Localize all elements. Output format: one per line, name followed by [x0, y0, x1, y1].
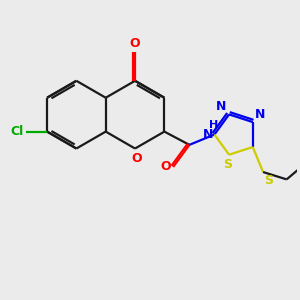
Text: N: N	[255, 108, 266, 121]
Text: O: O	[130, 37, 140, 50]
Text: S: S	[223, 158, 232, 171]
Text: Cl: Cl	[11, 125, 24, 138]
Text: H: H	[209, 120, 218, 130]
Text: N: N	[202, 128, 213, 141]
Text: S: S	[265, 174, 274, 188]
Text: O: O	[131, 152, 142, 165]
Text: N: N	[216, 100, 227, 113]
Text: O: O	[160, 160, 171, 173]
